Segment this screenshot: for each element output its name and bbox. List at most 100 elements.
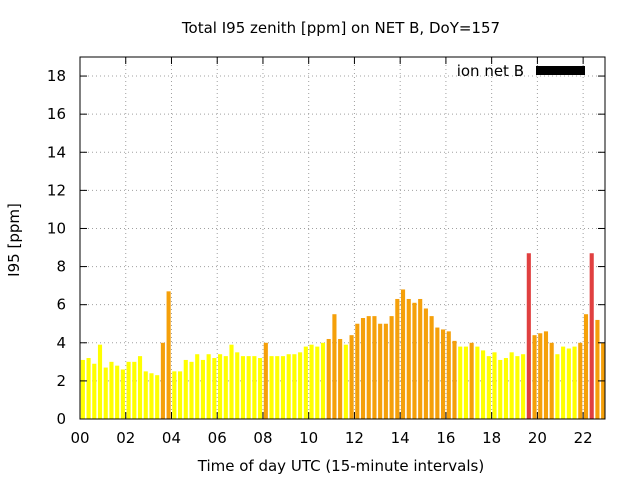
bar [503,358,509,419]
bar [178,371,183,419]
y-tick-label: 14 [47,143,66,161]
bar [326,338,331,419]
bar [343,344,348,419]
x-tick-label: 10 [299,429,318,447]
bar [481,350,486,419]
bar [258,358,263,419]
bar [498,359,503,419]
bar [475,346,480,419]
bar [223,356,228,419]
bar [446,331,451,419]
bar [183,359,188,419]
x-tick-label: 06 [208,429,227,447]
bar [212,358,217,419]
bar [229,344,234,419]
x-tick-label: 20 [528,429,547,447]
bar [97,344,103,419]
bar [137,356,143,419]
bar [378,323,383,419]
bar [160,342,165,419]
y-tick-label: 12 [47,181,66,199]
bar [349,335,354,419]
bar [240,356,246,419]
bar [595,319,600,419]
bar [389,316,394,419]
bar [372,316,377,419]
bar [521,354,526,419]
bar [492,352,497,419]
bar [360,318,366,419]
bar [252,356,257,419]
bar [543,331,549,419]
bar [578,342,583,419]
bar [583,314,589,419]
bar [549,342,554,419]
bar [400,289,406,419]
y-tick-label: 8 [56,258,66,276]
grid [80,57,605,419]
bar [412,302,417,419]
bar [126,361,131,419]
bar [515,356,520,419]
chart-title: Total I95 zenith [ppm] on NET B, DoY=157 [181,19,500,37]
bar [189,361,194,419]
x-tick-label: 00 [70,429,89,447]
bar [315,346,320,419]
bar [115,365,120,419]
bar [206,354,211,419]
bar [292,354,297,419]
bar [286,354,291,419]
x-tick-label: 22 [574,429,593,447]
legend-label: ion net B [457,62,524,80]
bar [280,356,286,419]
bar [458,346,463,419]
bar [92,363,97,419]
bar [298,352,303,419]
bar [80,359,85,419]
bar [195,354,200,419]
bar [149,373,154,419]
bar [532,335,537,419]
bar [235,352,240,419]
bar [429,316,434,419]
x-tick-label: 16 [436,429,455,447]
bar [366,316,371,419]
bar [538,333,543,419]
bar [406,298,411,419]
x-tick-label: 18 [482,429,501,447]
bar [132,361,137,419]
x-tick-label: 14 [391,429,410,447]
bar [143,371,148,419]
bar [452,340,457,419]
bar [218,354,223,419]
bar [320,342,326,419]
bar [275,356,280,419]
bar [263,342,268,419]
bar [441,329,446,419]
bar [572,346,577,419]
bar [172,371,177,419]
x-tick-label: 12 [345,429,364,447]
bar [435,327,440,419]
bar [589,253,594,419]
bar [566,348,571,419]
bar [200,359,205,419]
bar [303,346,308,419]
bar [103,367,108,419]
bar [120,369,125,419]
bar [555,354,560,419]
bar [155,375,160,419]
bar [269,356,274,419]
bar [418,298,423,419]
x-tick-label: 04 [162,429,181,447]
bar [526,253,531,419]
y-tick-label: 10 [47,219,66,237]
y-tick-label: 2 [56,372,66,390]
legend: ion net B [457,62,585,80]
y-tick-labels: 0 2 4 6 8 10 12 14 16 18 [47,67,66,428]
bar [383,323,388,419]
bar [332,314,337,419]
y-tick-label: 18 [47,67,66,85]
x-tick-label: 02 [116,429,135,447]
